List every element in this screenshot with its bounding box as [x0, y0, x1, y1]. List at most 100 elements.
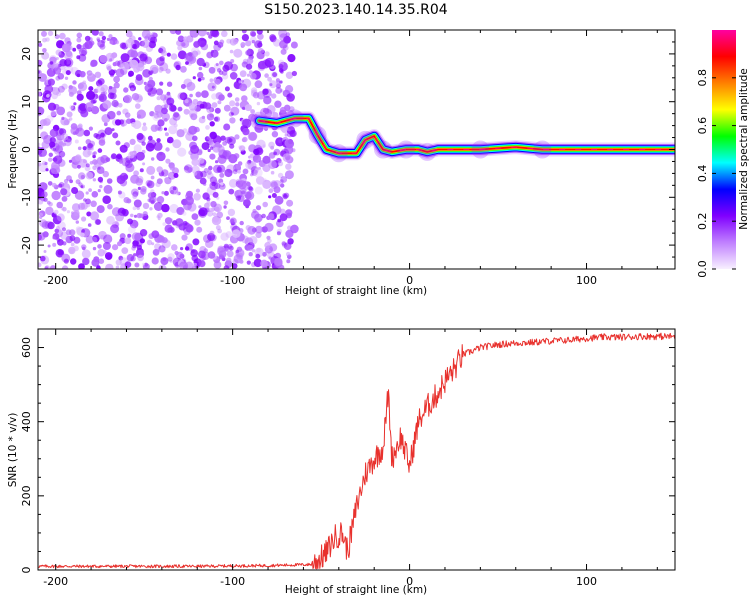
noise-blob [155, 88, 164, 96]
noise-blob [193, 259, 198, 263]
noise-blob [161, 50, 167, 57]
noise-blob [184, 99, 189, 104]
noise-blob [253, 258, 263, 268]
noise-blob [66, 175, 72, 182]
noise-blob [46, 94, 50, 98]
noise-blob [124, 237, 132, 245]
noise-blob [69, 235, 76, 242]
noise-blob [150, 124, 159, 132]
noise-blob [197, 71, 204, 79]
noise-blob [187, 167, 193, 173]
signal-trace-core [259, 117, 675, 154]
noise-blob [52, 182, 57, 188]
noise-blob [226, 216, 230, 221]
noise-blob [40, 255, 46, 262]
noise-blob [262, 155, 271, 164]
noise-blob [102, 249, 107, 254]
noise-blob [279, 106, 287, 114]
noise-blob [157, 119, 165, 127]
noise-blob [256, 247, 261, 253]
noise-blob [58, 150, 66, 158]
trace-halo [397, 140, 415, 159]
noise-blob [86, 90, 96, 100]
noise-blob [142, 211, 148, 217]
noise-blob [239, 83, 248, 92]
noise-blob [164, 217, 173, 225]
noise-blob [61, 196, 68, 202]
noise-blob [121, 247, 129, 255]
noise-blob [169, 117, 178, 126]
noise-blob [245, 40, 252, 47]
noise-blob [61, 83, 68, 90]
noise-blob [126, 254, 135, 262]
colorbar-tick-label: 0.8 [696, 69, 709, 87]
noise-blob [108, 34, 113, 39]
noise-blob [261, 112, 265, 116]
noise-blob [108, 85, 113, 90]
noise-blob [232, 38, 239, 45]
noise-blob [139, 168, 144, 173]
noise-blob [217, 145, 225, 153]
noise-blob [214, 107, 221, 114]
x-tick-label: -100 [220, 274, 245, 287]
noise-blob [74, 190, 85, 200]
noise-blob [41, 191, 48, 198]
noise-blob [256, 139, 266, 149]
noise-blob [242, 118, 252, 128]
noise-blob [169, 203, 179, 214]
noise-blob [197, 209, 206, 217]
noise-blob [66, 111, 73, 118]
noise-blob [239, 145, 246, 152]
noise-blob [146, 239, 153, 246]
noise-blob [266, 105, 276, 114]
noise-blob [153, 141, 163, 151]
noise-blob [93, 151, 97, 155]
noise-blob [267, 213, 275, 220]
snr-series-line [38, 332, 675, 570]
noise-blob [38, 70, 41, 74]
noise-blob [286, 259, 291, 264]
noise-blob [243, 199, 251, 207]
noise-blob [277, 218, 282, 223]
y-tick-label: 10 [20, 95, 33, 109]
noise-blob [38, 91, 42, 97]
noise-blob [116, 175, 126, 184]
noise-blob [201, 115, 206, 120]
noise-blob [178, 223, 186, 231]
noise-blob [227, 92, 233, 98]
noise-blob [229, 217, 237, 225]
colorbar-tick-label: 0.0 [696, 260, 709, 278]
noise-blob [164, 132, 169, 137]
noise-blob [92, 178, 97, 182]
noise-blob [127, 49, 136, 58]
noise-blob [232, 169, 238, 175]
noise-blob [260, 259, 268, 268]
noise-blob [116, 110, 122, 116]
noise-blob [246, 73, 251, 77]
noise-blob [74, 139, 79, 144]
noise-blob [255, 176, 265, 185]
noise-blob [76, 55, 81, 60]
noise-blob [65, 70, 71, 76]
noise-blob [212, 212, 217, 217]
noise-blob [288, 106, 295, 112]
noise-blob [261, 213, 266, 219]
noise-blob [151, 242, 155, 246]
noise-blob [99, 184, 103, 189]
noise-blob [153, 202, 163, 211]
noise-blob [42, 231, 49, 238]
noise-blob [177, 92, 185, 100]
noise-blob [208, 165, 213, 171]
noise-blob [95, 80, 103, 87]
noise-blob [56, 201, 63, 209]
colorbar: 0.0 0.2 0.4 0.6 0.8 Normalized spectral ampl… [696, 30, 750, 278]
noise-blob [209, 146, 214, 150]
noise-blob [188, 102, 197, 111]
noise-blob [123, 87, 129, 93]
noise-blob [92, 154, 96, 159]
noise-blob [70, 123, 78, 130]
noise-blob [164, 177, 170, 183]
x-tick-label: 100 [576, 274, 597, 287]
noise-blob [132, 194, 138, 199]
noise-blob [237, 169, 241, 174]
